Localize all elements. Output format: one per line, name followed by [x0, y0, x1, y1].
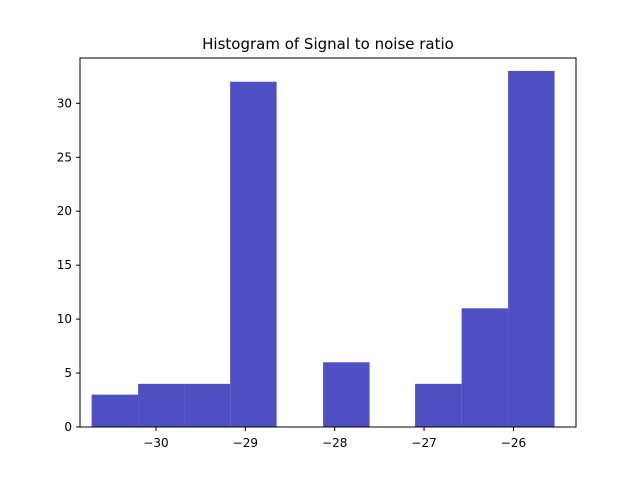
x-tick-label-4: −26: [501, 436, 526, 450]
chart-title: Histogram of Signal to noise ratio: [202, 35, 454, 53]
y-tick-label-6: 30: [57, 96, 72, 110]
x-axis: −30 −29 −28 −27 −26: [143, 427, 526, 450]
plot-frame: [79, 57, 577, 428]
histogram-bar-5: [323, 362, 370, 427]
histogram-bar-3: [230, 81, 277, 427]
x-tick-label-0: −30: [143, 436, 168, 450]
histogram-bar-1: [138, 383, 185, 427]
histogram-bar-7: [415, 383, 462, 427]
bars-group: [91, 70, 555, 428]
histogram-bar-8: [461, 308, 509, 427]
x-tick-label-2: −28: [322, 436, 347, 450]
y-tick-label-2: 10: [57, 312, 72, 326]
y-tick-label-1: 5: [64, 366, 72, 380]
histogram-bar-2: [184, 383, 231, 427]
y-tick-label-0: 0: [64, 420, 72, 434]
y-tick-label-3: 15: [57, 258, 72, 272]
y-tick-label-4: 20: [57, 204, 72, 218]
y-tick-label-5: 25: [57, 150, 72, 164]
histogram-bar-9: [508, 70, 555, 428]
y-axis: 0 5 10 15 20 25 30: [57, 96, 80, 434]
histogram-bar-0: [91, 394, 139, 427]
x-tick-label-3: −27: [411, 436, 436, 450]
x-tick-label-1: −29: [233, 436, 258, 450]
